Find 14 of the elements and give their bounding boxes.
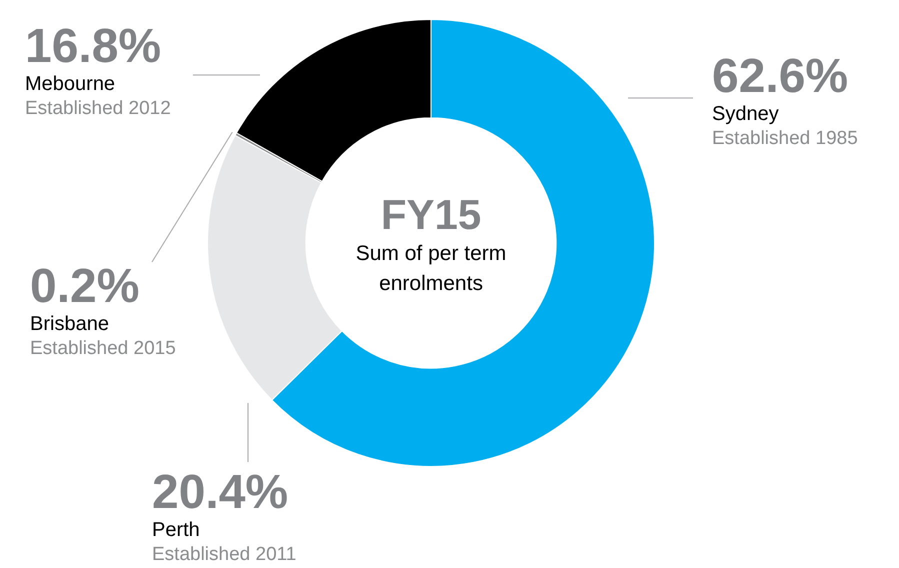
slice-label: Mebourne [25,73,116,95]
slice-label: Brisbane [30,313,109,335]
text: Established 2011 [152,544,296,565]
data-label: 16.8% [25,20,162,73]
text: Sum of per term enrolments [356,242,506,295]
data-label: 0.2% [30,260,140,313]
slice-label: Sydney [712,103,779,125]
text: Established 1985 [712,128,858,149]
slice-label: Perth [152,519,200,541]
text: Established 2015 [30,338,176,359]
data-label: 62.6% [712,50,848,103]
text: Established 2012 [25,98,171,119]
text: FY15 [380,191,482,238]
data-label: 20.4% [152,466,288,519]
